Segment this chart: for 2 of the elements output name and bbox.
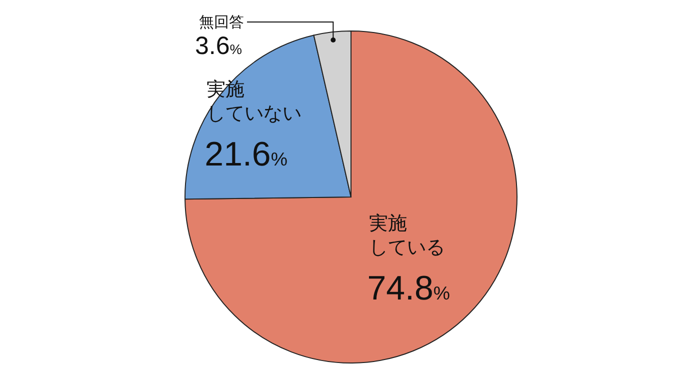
- slice-label: 無回答: [199, 14, 244, 31]
- data-label: 3.6%: [195, 32, 242, 60]
